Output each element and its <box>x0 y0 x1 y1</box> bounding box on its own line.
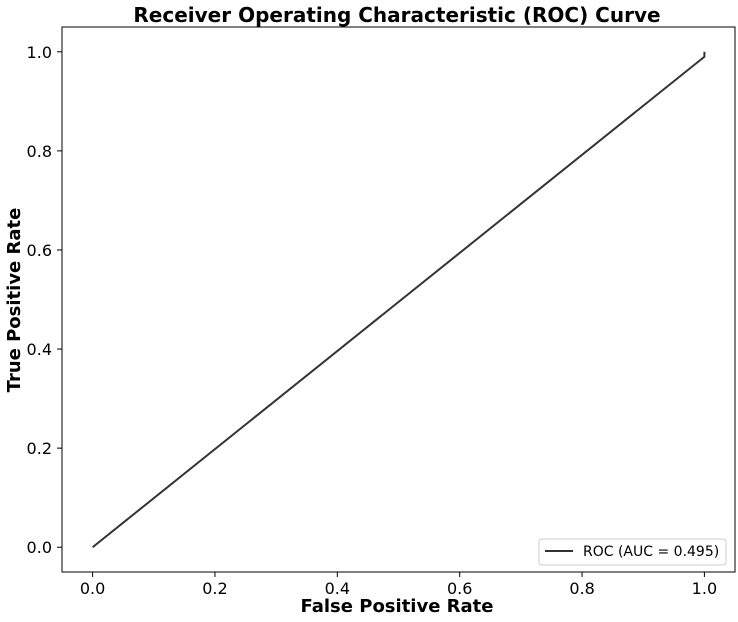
y-tick-label: 0.6 <box>27 241 52 260</box>
y-tick-label: 0.2 <box>27 439 52 458</box>
x-axis-label: False Positive Rate <box>301 596 494 617</box>
x-axis-ticks: 0.0 0.2 0.4 0.6 0.8 1.0 <box>80 572 717 598</box>
chart-title: Receiver Operating Characteristic (ROC) … <box>133 3 660 27</box>
x-tick-label: 0.6 <box>447 579 472 598</box>
y-tick-label: 0.8 <box>27 142 52 161</box>
plot-frame <box>61 26 736 573</box>
x-tick-label: 0.0 <box>80 579 105 598</box>
y-tick-label: 1.0 <box>27 43 52 62</box>
plot-area <box>91 51 706 549</box>
x-tick-label: 0.2 <box>202 579 227 598</box>
y-axis-label: True Positive Rate <box>4 208 25 393</box>
y-axis-ticks: 0.0 0.2 0.4 0.6 0.8 1.0 <box>27 43 62 557</box>
legend: ROC (AUC = 0.495) <box>538 538 727 566</box>
x-tick-label: 1.0 <box>692 579 717 598</box>
x-tick-label: 0.8 <box>569 579 594 598</box>
legend-label: ROC (AUC = 0.495) <box>583 544 719 560</box>
roc-curve-line <box>91 51 706 549</box>
legend-box <box>538 538 727 566</box>
x-tick-label: 0.4 <box>325 579 350 598</box>
y-tick-label: 0.0 <box>27 538 52 557</box>
y-tick-label: 0.4 <box>27 340 52 359</box>
